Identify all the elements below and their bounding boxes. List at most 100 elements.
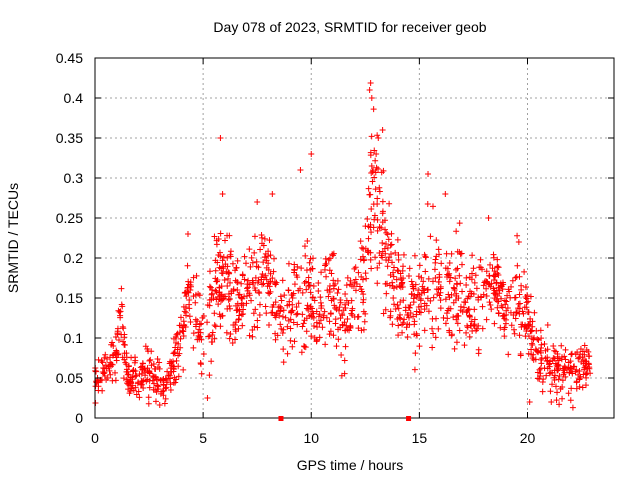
data-point bbox=[133, 391, 140, 398]
data-point bbox=[272, 336, 279, 343]
data-point bbox=[99, 359, 106, 366]
data-point bbox=[244, 287, 251, 294]
y-axis-label: SRMTID / TECUs bbox=[5, 183, 21, 293]
data-point bbox=[514, 232, 521, 239]
data-point bbox=[451, 285, 458, 292]
data-point bbox=[403, 324, 410, 331]
x-axis-label: GPS time / hours bbox=[297, 457, 404, 473]
data-point bbox=[294, 321, 301, 328]
data-point bbox=[269, 275, 276, 282]
data-point bbox=[208, 358, 215, 365]
data-point bbox=[219, 257, 226, 264]
data-point bbox=[397, 315, 404, 322]
data-point bbox=[505, 351, 512, 358]
data-point bbox=[198, 370, 205, 377]
data-point bbox=[394, 302, 401, 309]
data-point bbox=[435, 325, 442, 332]
data-point bbox=[167, 387, 174, 394]
data-point bbox=[193, 272, 200, 279]
data-point bbox=[508, 322, 515, 329]
data-point bbox=[121, 342, 128, 349]
data-point bbox=[295, 300, 302, 307]
data-point bbox=[485, 215, 492, 221]
data-point bbox=[333, 343, 340, 350]
data-point bbox=[422, 268, 429, 275]
data-point bbox=[119, 323, 126, 330]
data-point bbox=[266, 283, 273, 290]
data-point bbox=[495, 298, 502, 305]
data-point bbox=[229, 260, 236, 267]
data-point bbox=[172, 379, 179, 386]
data-point bbox=[330, 332, 337, 339]
data-point bbox=[102, 351, 109, 358]
data-point bbox=[584, 370, 591, 377]
data-point bbox=[463, 309, 470, 316]
data-point bbox=[431, 266, 438, 273]
data-point bbox=[415, 304, 422, 311]
data-point bbox=[152, 398, 159, 405]
data-point bbox=[132, 373, 139, 380]
data-point bbox=[198, 320, 205, 327]
data-point bbox=[539, 388, 546, 395]
data-point bbox=[156, 359, 163, 366]
data-point bbox=[266, 237, 273, 244]
data-point bbox=[448, 250, 455, 257]
data-point bbox=[582, 371, 589, 378]
data-point bbox=[382, 250, 389, 257]
data-point bbox=[168, 368, 175, 375]
data-point bbox=[184, 262, 191, 269]
data-point bbox=[382, 306, 389, 313]
data-point bbox=[472, 272, 479, 279]
data-point bbox=[516, 310, 523, 317]
data-point bbox=[538, 335, 545, 342]
x-tick-label: 15 bbox=[412, 430, 428, 446]
data-point bbox=[338, 351, 345, 358]
data-point bbox=[299, 323, 306, 330]
data-point bbox=[424, 286, 431, 293]
data-point bbox=[433, 253, 440, 260]
data-point bbox=[92, 368, 99, 375]
data-point bbox=[272, 280, 279, 287]
data-point bbox=[234, 300, 241, 307]
data-point bbox=[220, 253, 227, 260]
data-point bbox=[559, 377, 566, 384]
data-point bbox=[475, 346, 482, 353]
data-point bbox=[315, 313, 322, 320]
data-point bbox=[573, 366, 580, 373]
data-point bbox=[568, 350, 575, 357]
data-point bbox=[318, 302, 325, 309]
data-point bbox=[388, 230, 395, 237]
data-point bbox=[272, 281, 279, 288]
data-point bbox=[238, 294, 245, 301]
data-point bbox=[95, 379, 102, 386]
data-point bbox=[227, 279, 234, 286]
data-point bbox=[238, 311, 245, 318]
data-point bbox=[514, 262, 521, 269]
data-point bbox=[194, 318, 201, 325]
data-point bbox=[251, 233, 258, 240]
data-point bbox=[360, 291, 367, 298]
data-point bbox=[221, 277, 228, 284]
data-point bbox=[443, 310, 450, 317]
data-point bbox=[585, 361, 592, 368]
data-point bbox=[299, 311, 306, 318]
x-tick-label: 20 bbox=[520, 430, 536, 446]
data-point bbox=[516, 305, 523, 312]
data-point bbox=[269, 191, 276, 197]
data-point bbox=[307, 312, 314, 319]
data-point bbox=[255, 288, 262, 295]
data-point bbox=[293, 303, 300, 310]
data-point bbox=[364, 215, 371, 222]
data-point bbox=[210, 295, 217, 302]
data-point bbox=[523, 295, 530, 302]
data-point bbox=[279, 313, 286, 320]
data-point bbox=[226, 335, 233, 342]
data-point bbox=[536, 376, 543, 383]
data-point bbox=[251, 323, 258, 330]
data-point bbox=[279, 277, 286, 284]
data-point bbox=[471, 279, 478, 286]
data-point bbox=[527, 328, 534, 335]
data-point bbox=[225, 291, 232, 298]
data-point bbox=[287, 325, 294, 332]
data-point bbox=[248, 254, 255, 261]
